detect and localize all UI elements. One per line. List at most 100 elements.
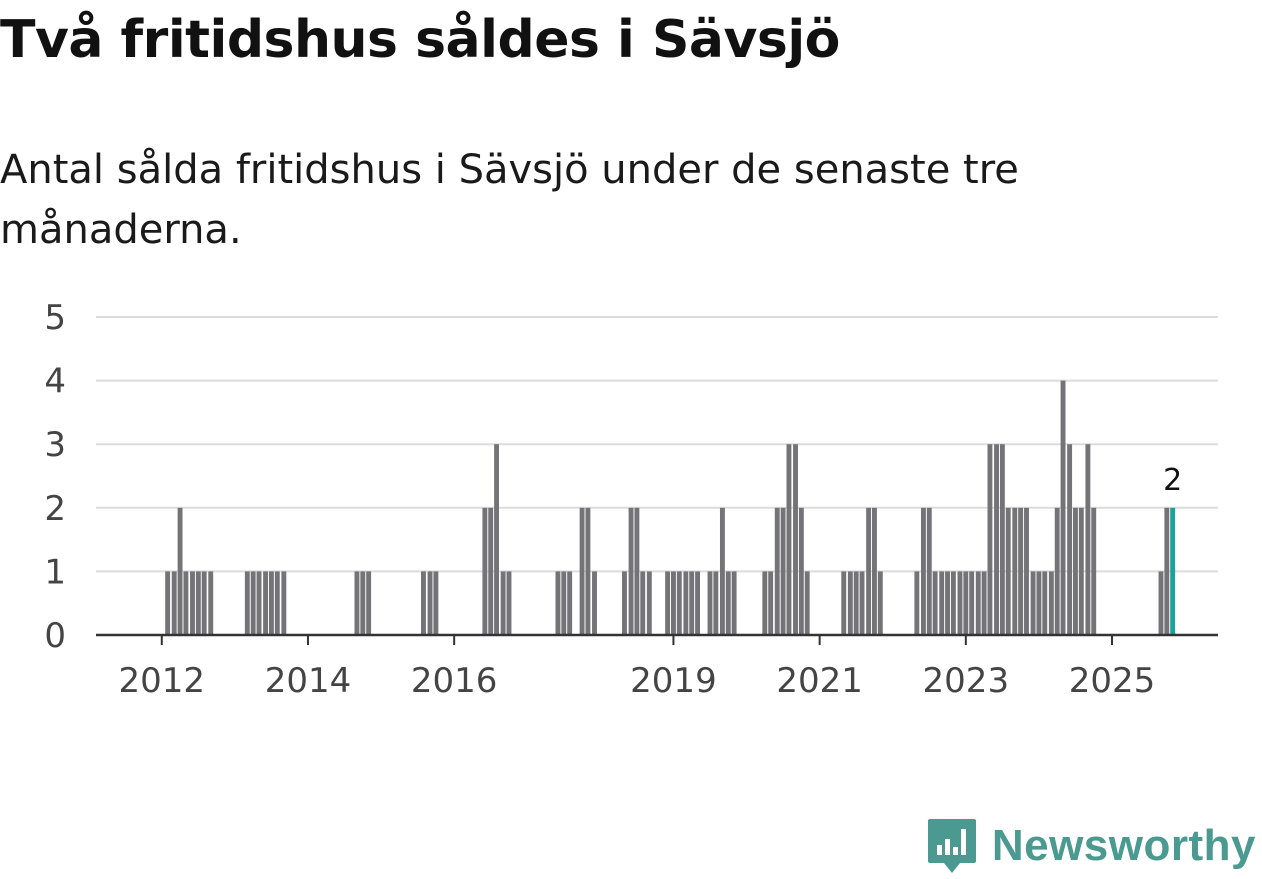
bar [183,571,189,635]
bar [1030,571,1036,635]
bar [987,444,993,635]
bar [360,571,366,635]
bar [914,571,920,635]
bar [999,444,1005,635]
bar [793,444,798,635]
bar [945,571,950,635]
bar [847,571,853,635]
bar [244,571,250,635]
bar [786,444,792,635]
bar [676,571,682,635]
bar [866,507,872,635]
bar [1042,571,1048,635]
bar [1012,507,1018,635]
bar [366,571,372,635]
bar [494,444,499,635]
bar [263,571,269,635]
bar [208,571,214,635]
y-tick-label: 3 [44,425,66,465]
bar [1060,380,1066,635]
bar [1024,507,1029,635]
bar [561,571,567,635]
bar [592,571,597,635]
bar [695,571,701,635]
bar [841,571,847,635]
bar [1054,507,1060,635]
x-axis-ticks: 2012 2014 2016 2019 2021 2023 2025 [119,635,1156,701]
bar [762,571,768,635]
bar [798,507,804,635]
bar [354,571,360,635]
bar [177,507,183,635]
chart-title: Två fritidshus såldes i Sävsjö [0,10,840,70]
bar [579,507,585,635]
bar [421,571,426,635]
bar [585,507,591,635]
bar [500,571,506,635]
bars [165,380,1176,635]
bar [195,571,201,635]
bar [671,571,676,635]
bar [1085,444,1091,635]
brand-logo: Newsworthy [926,817,1256,875]
bar [950,571,956,635]
bar [274,571,280,635]
bar [190,571,195,635]
bar-highlight [1170,507,1176,635]
x-tick-label: 2025 [1069,661,1156,701]
y-tick-label: 1 [44,552,66,592]
bar-chart-badge-icon [927,819,976,873]
bar [926,507,932,635]
bar [1018,507,1024,635]
y-axis-ticks: 0 1 2 3 4 5 [44,298,66,656]
bar [707,571,713,635]
bar [981,571,987,635]
bar [780,507,786,635]
x-tick-label: 2023 [923,661,1010,701]
bar [853,571,859,635]
bar [482,507,488,635]
x-tick-label: 2012 [119,661,206,701]
bar [555,571,561,635]
bar [171,571,177,635]
bar [774,507,780,635]
bar [567,571,573,635]
bar [665,571,671,635]
brand-name: Newsworthy [991,821,1256,870]
bar [1036,571,1042,635]
bar [689,571,695,635]
bar-chart: 0 1 2 3 4 5 2012 2014 2016 2019 2021 2023 2025 2 [44,298,1218,701]
data-label: 2 [1163,463,1182,498]
bar [622,571,627,635]
y-tick-label: 5 [44,298,66,338]
bar [994,444,999,635]
bar [975,571,981,635]
bar [768,571,774,635]
x-tick-label: 2016 [411,661,498,701]
x-tick-label: 2014 [265,661,352,701]
bar [488,507,494,635]
bar [1091,507,1097,635]
gridlines [96,316,1218,573]
bar [872,507,877,635]
bar [932,571,938,635]
bar [634,507,640,635]
bar [683,571,689,635]
bar [1005,507,1011,635]
bar [433,571,439,635]
bar [731,571,737,635]
bar [725,571,731,635]
bar [920,507,926,635]
data-labels: 2 [1163,463,1182,498]
bar [646,571,652,635]
bar [1158,571,1164,635]
bar [256,571,262,635]
bar [957,571,963,635]
bar [804,571,810,635]
bar [963,571,969,635]
bar [939,571,945,635]
bar [640,571,646,635]
bar [1067,444,1073,635]
y-tick-label: 2 [44,489,66,529]
bar [268,571,274,635]
